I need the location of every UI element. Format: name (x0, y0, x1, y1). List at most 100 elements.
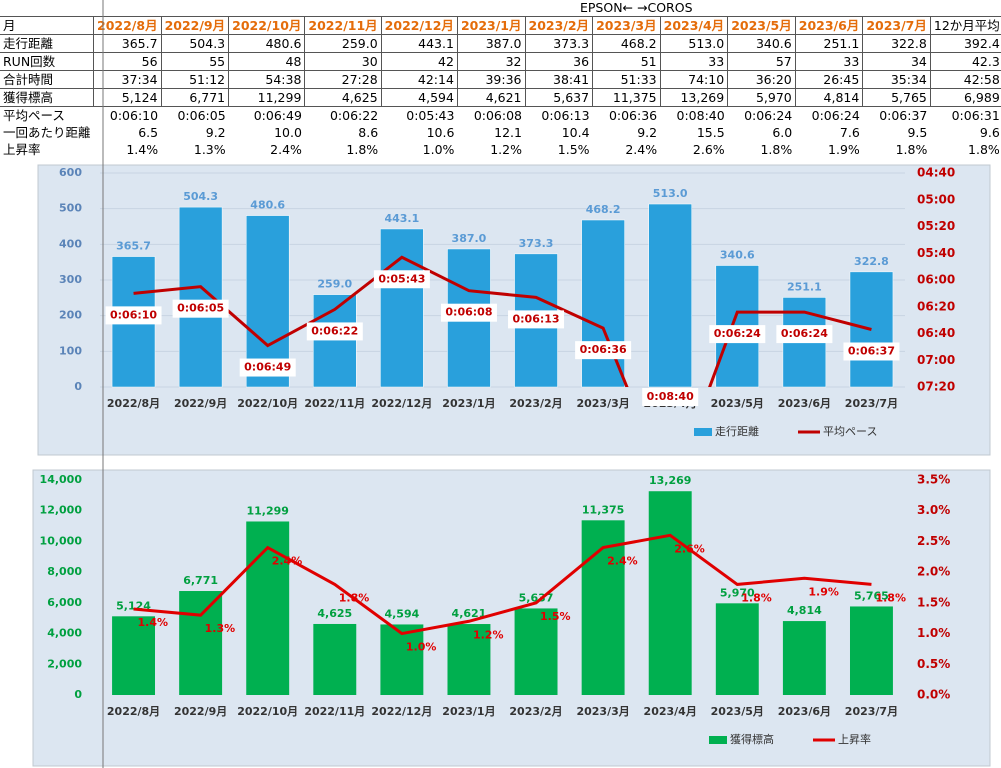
table-cell: 5,637 (524, 88, 594, 107)
y2-tick-label: 06:00 (917, 273, 955, 287)
table-cell: 0:06:08 (473, 108, 522, 123)
x-tick-label: 2023/1月 (442, 705, 495, 718)
bar (514, 608, 558, 695)
table-cell: 8.6 (358, 125, 379, 140)
x-tick-label: 2023/7月 (845, 397, 898, 410)
y2-tick-label: 0.0% (917, 688, 950, 702)
table-cell: 0:06:31 (951, 108, 1000, 123)
y-tick-label: 8,000 (47, 565, 82, 578)
table-cell: 443.1 (380, 34, 458, 53)
bar-value-label: 13,269 (649, 474, 691, 487)
line (133, 255, 872, 387)
table-cell: 12.1 (494, 125, 522, 140)
x-tick-label: 2022/11月 (304, 705, 365, 718)
table-cell: 27:28 (304, 70, 382, 89)
table-cell: 上昇率 (3, 142, 41, 157)
bar (112, 616, 156, 695)
line-value-label: 1.9% (808, 585, 839, 598)
label-box (709, 325, 766, 344)
table-cell: 6,771 (160, 88, 230, 107)
y2-tick-label: 07:20 (917, 380, 955, 394)
bar-value-label: 11,375 (582, 503, 624, 516)
table-row: 平均ペース 0:06:10 0:06:05 0:06:49 0:06:22 0:05:43… (0, 107, 1001, 125)
y-tick-label: 500 (59, 202, 82, 215)
table-cell: 2023/7月 (862, 16, 931, 35)
bar-value-label: 322.8 (854, 255, 889, 268)
table-cell: 11,375 (592, 88, 661, 107)
line-value-label: 1.4% (138, 616, 169, 629)
x-tick-label: 2022/9月 (174, 705, 227, 718)
y-tick-label: 0 (74, 380, 82, 393)
y2-tick-label: 07:00 (917, 353, 955, 367)
line-value-label: 1.8% (875, 591, 906, 604)
bar (178, 206, 223, 388)
bar (313, 623, 357, 695)
table-cell: 15.5 (696, 125, 725, 140)
label-box (776, 325, 833, 344)
table-cell: 11,299 (228, 88, 306, 107)
table-row: 一回あたり距離 6.5 9.2 10.0 8.6 10.6 12.1 10.4 9.2 15.5 6… (0, 124, 1001, 141)
label-box (642, 388, 699, 406)
bar-value-label: 5,765 (854, 589, 889, 602)
table-cell: 9.6 (979, 125, 1000, 140)
label-box (575, 341, 632, 360)
table-cell: 0:06:37 (879, 108, 928, 123)
bar-value-label: 480.6 (250, 199, 285, 212)
bar (447, 624, 491, 695)
label-box (105, 306, 162, 325)
bar (648, 203, 692, 388)
bar-value-label: 504.3 (183, 190, 218, 203)
y2-tick-label: 06:40 (917, 326, 955, 340)
line-value-label: 1.8% (741, 591, 772, 604)
y-tick-label: 400 (59, 237, 82, 250)
legend-swatch (709, 736, 727, 744)
legend-label: 上昇率 (838, 732, 871, 746)
line-value-label: 2.6% (674, 542, 705, 555)
y-tick-label: 0 (74, 688, 82, 701)
y2-tick-label: 04:40 (917, 166, 955, 180)
line-value-label: 1.3% (205, 622, 236, 635)
x-tick-label: 2023/2月 (509, 397, 562, 410)
line-value-label: 0:06:22 (311, 324, 358, 337)
y2-tick-label: 1.5% (917, 595, 950, 609)
table-cell: 42:58 (930, 70, 1001, 89)
table-cell: 1.9% (828, 142, 860, 157)
bar-value-label: 387.0 (452, 232, 487, 245)
table-cell: 4,621 (456, 88, 526, 107)
x-tick-label: 2023/6月 (778, 705, 831, 718)
y-tick-label: 2,000 (47, 657, 82, 670)
bar (179, 591, 223, 695)
table-cell: 33 (794, 52, 864, 71)
table-cell: 4,625 (304, 88, 382, 107)
table-cell: 1.0% (422, 142, 455, 157)
y-tick-label: 4,000 (47, 627, 82, 640)
legend-swatch (694, 428, 712, 436)
bar-value-label: 4,594 (384, 607, 419, 620)
table-cell: 0:06:10 (109, 108, 159, 123)
bar (715, 603, 759, 695)
x-tick-label: 2023/5月 (711, 705, 764, 718)
y2-tick-label: 05:00 (917, 192, 955, 206)
line-value-label: 1.2% (473, 628, 504, 641)
y-tick-label: 600 (59, 166, 82, 179)
table-cell: RUN回数 (0, 52, 94, 71)
label-box (172, 299, 229, 318)
line-value-label: 0:06:08 (445, 306, 492, 319)
x-tick-label: 2022/12月 (371, 397, 432, 410)
table-cell: 12か月平均 (930, 16, 1001, 35)
table-cell: 2.6% (692, 142, 725, 157)
x-tick-label: 2022/10月 (237, 705, 298, 718)
bar-value-label: 5,970 (720, 586, 755, 599)
line-value-label: 2.4% (607, 555, 638, 568)
bar (246, 521, 290, 695)
table-cell: 55 (160, 52, 230, 71)
x-tick-label: 2023/7月 (845, 705, 898, 718)
table-cell: 4,594 (380, 88, 458, 107)
table-cell: 0:06:13 (541, 108, 590, 123)
y-tick-label: 200 (59, 309, 82, 322)
table-cell: 51:33 (592, 70, 661, 89)
table-cell: 10.0 (274, 125, 302, 140)
line-value-label: 0:08:40 (647, 390, 694, 403)
table-cell: 513.0 (659, 34, 729, 53)
